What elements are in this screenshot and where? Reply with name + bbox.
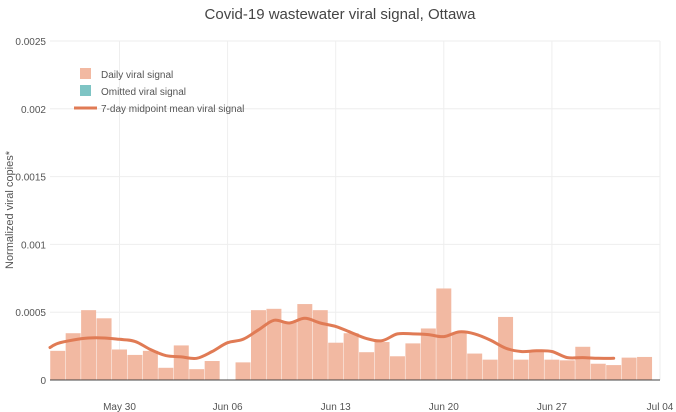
legend-swatch	[80, 85, 91, 96]
y-tick-label: 0.001	[21, 240, 46, 251]
daily-bar	[297, 304, 313, 380]
daily-bar	[482, 359, 498, 380]
legend: Daily viral signal Omitted viral signal 7-…	[74, 68, 244, 115]
y-tick-label: 0.0015	[15, 173, 46, 184]
daily-bar	[81, 310, 97, 380]
daily-bar	[528, 351, 544, 380]
daily-bar	[451, 332, 467, 380]
daily-bar	[559, 360, 575, 380]
legend-label: 7-day midpoint mean viral signal	[101, 104, 244, 115]
daily-bar	[436, 288, 452, 380]
daily-bar	[158, 367, 174, 380]
daily-bar	[544, 359, 560, 380]
daily-bar	[420, 328, 436, 380]
y-tick-label: 0.0005	[15, 308, 46, 319]
axes: 0 0.0005 0.001 0.0015 0.002 0.0025 May 30 Jun 0…	[15, 37, 673, 412]
daily-bar	[142, 350, 158, 380]
chart-title: Covid-19 wastewater viral signal, Ottawa	[205, 6, 477, 23]
daily-bars	[50, 288, 653, 380]
daily-bar	[96, 318, 112, 380]
x-tick-label: Jun 27	[537, 402, 567, 412]
daily-bar	[621, 357, 637, 380]
daily-bar	[312, 310, 328, 380]
daily-bar	[50, 350, 66, 380]
legend-label: Daily viral signal	[101, 70, 173, 81]
daily-bar	[389, 356, 405, 380]
daily-bar	[467, 353, 483, 380]
daily-bar	[65, 333, 81, 380]
y-axis-label: Normalized viral copies*	[4, 150, 16, 269]
daily-bar	[328, 342, 344, 380]
daily-bar	[235, 362, 251, 380]
daily-bar	[359, 352, 375, 380]
x-tick-label: Jun 13	[321, 402, 351, 412]
daily-bar	[173, 345, 189, 380]
daily-bar	[637, 356, 653, 380]
daily-bar	[575, 346, 591, 380]
x-tick-label: Jun 06	[213, 402, 243, 412]
x-tick-label: Jul 04	[647, 402, 674, 412]
daily-bar	[281, 322, 297, 380]
daily-bar	[513, 359, 529, 380]
x-tick-label: May 30	[103, 402, 136, 412]
daily-bar	[266, 308, 282, 380]
legend-swatch	[80, 68, 91, 79]
y-tick-label: 0.002	[21, 105, 46, 116]
daily-bar	[590, 363, 606, 380]
daily-bar	[343, 333, 359, 380]
x-tick-label: Jun 20	[429, 402, 459, 412]
daily-bar	[606, 365, 622, 380]
mean-line	[48, 316, 616, 361]
y-tick-label: 0	[40, 376, 46, 387]
daily-bar	[250, 310, 266, 380]
legend-label: Omitted viral signal	[101, 87, 186, 98]
daily-bar	[112, 349, 127, 380]
daily-bar	[405, 343, 421, 380]
daily-bar	[204, 361, 220, 380]
mean-line-layer	[48, 316, 616, 361]
daily-bar	[374, 342, 390, 380]
daily-bar	[127, 354, 143, 380]
y-tick-label: 0.0025	[15, 37, 46, 48]
gridlines	[50, 40, 661, 380]
daily-bar	[189, 369, 205, 380]
